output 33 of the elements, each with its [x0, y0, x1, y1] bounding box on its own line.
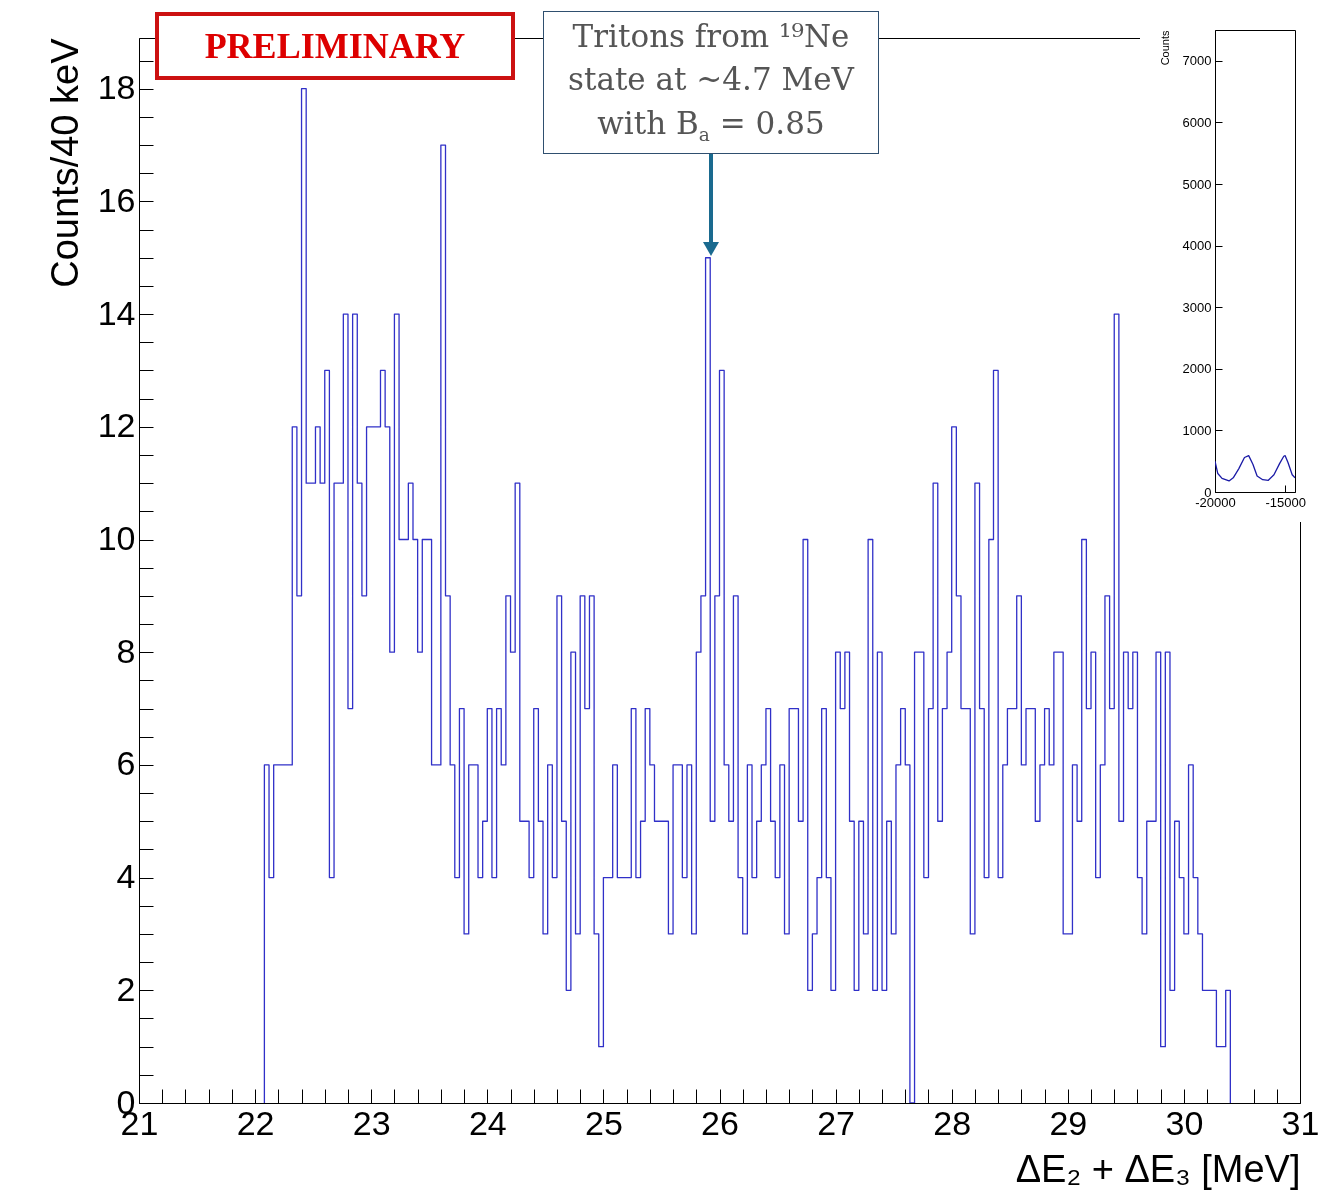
x-tick-label: -15000 [1265, 494, 1306, 510]
y-tick-label: 4000 [1182, 238, 1212, 254]
x-tick-label: 28 [933, 1103, 972, 1142]
y-tick-label: 16 [97, 180, 136, 219]
y-axis-title: Counts [1158, 30, 1171, 66]
y-tick-label: 1000 [1182, 422, 1212, 438]
y-tick-label: 14 [97, 293, 136, 332]
x-tick-label: 22 [236, 1103, 275, 1142]
x-tick-label: 27 [817, 1103, 856, 1142]
y-tick-label: 8 [116, 631, 136, 670]
x-tick-label: 25 [584, 1103, 623, 1142]
y-tick-label: 3000 [1182, 299, 1212, 315]
line-series [1215, 455, 1295, 482]
y-tick-label: 6 [116, 744, 136, 783]
x-tick-label: 31 [1281, 1103, 1319, 1142]
x-tick-label: 29 [1049, 1103, 1088, 1142]
y-tick-label: 12 [97, 406, 136, 445]
x-tick-label: 30 [1165, 1103, 1204, 1142]
y-tick-label: 18 [97, 68, 136, 107]
x-axis-title: ΔE₂ + ΔE₃ [MeV] [1015, 1147, 1301, 1190]
y-tick-label: 2 [116, 969, 136, 1008]
y-tick-label: 4 [116, 857, 136, 896]
y-tick-label: 7000 [1182, 53, 1212, 69]
y-axis-title: Counts/40 keV [43, 37, 86, 288]
x-tick-label: 24 [468, 1103, 507, 1142]
x-tick-label: 23 [352, 1103, 391, 1142]
y-tick-label: 2000 [1182, 361, 1212, 377]
x-tick-label: 26 [701, 1103, 739, 1142]
y-tick-label: 6000 [1182, 114, 1212, 130]
y-tick-label: 5000 [1182, 176, 1212, 192]
annotation: Tritons from ¹⁹Ne state at ~4.7 MeV with B$_{a}$ = 0.85 [543, 11, 879, 148]
y-tick-label: 10 [97, 519, 136, 558]
annotation: PRELIMINARY [155, 12, 515, 80]
